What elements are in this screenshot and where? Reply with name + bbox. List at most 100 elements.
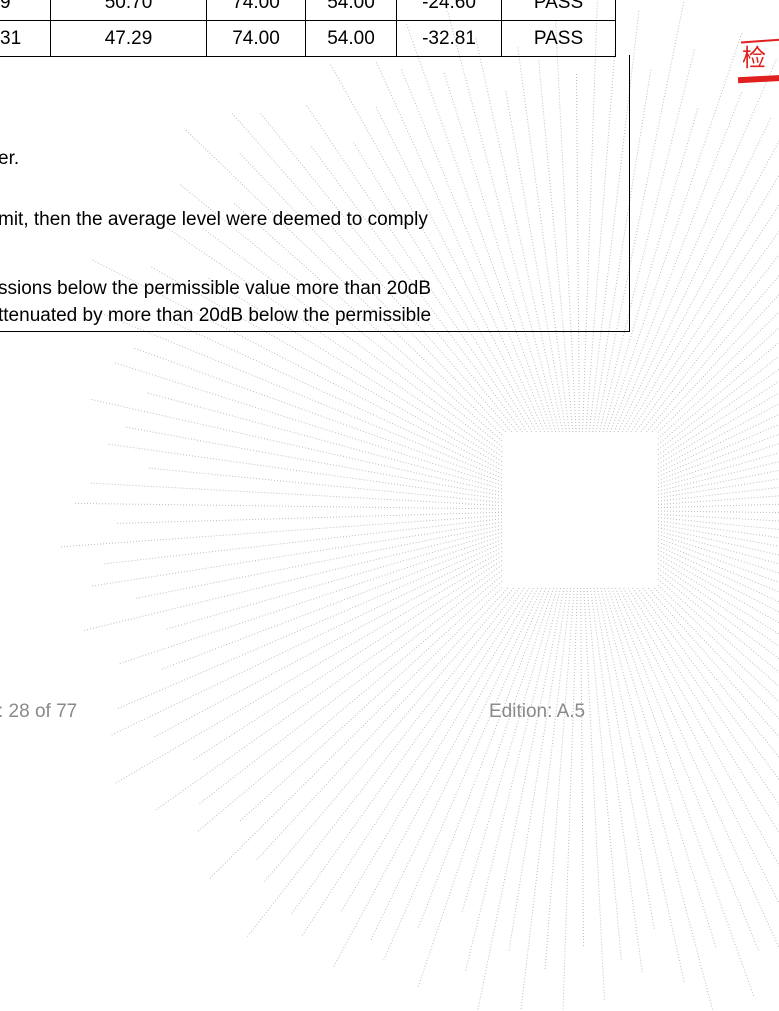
watermark-ray (310, 146, 523, 433)
watermark-ray (657, 478, 779, 499)
watermark-ray (596, 587, 685, 982)
watermark-ray (615, 587, 779, 949)
watermark-ray (475, 38, 564, 433)
stamp-bar-bottom (737, 74, 779, 84)
watermark-ray (657, 537, 779, 583)
watermark-ray (657, 520, 779, 539)
table-cell-peak-limit: 74.00 (206, 0, 306, 21)
watermark-ray (461, 587, 558, 914)
watermark-ray (657, 567, 779, 660)
watermark-ray (657, 513, 779, 522)
watermark-ray (657, 510, 779, 514)
watermark-ray (258, 111, 518, 433)
watermark-ray (417, 587, 551, 929)
watermark-ray (657, 433, 779, 481)
watermark-ray (657, 517, 779, 530)
watermark-ray (593, 587, 655, 930)
watermark-ray (657, 562, 779, 647)
watermark-ray (654, 587, 779, 720)
watermark-ray (90, 482, 503, 507)
watermark-ray (332, 587, 539, 969)
watermark-ray (239, 153, 506, 433)
watermark-ray (464, 587, 562, 972)
watermark-ray (400, 68, 549, 433)
watermark-ray (208, 587, 503, 880)
table-cell-result: PASS (501, 20, 616, 57)
watermark-ray (657, 545, 779, 603)
watermark-ray (116, 511, 503, 524)
watermark-ray (637, 587, 779, 781)
watermark-ray (607, 587, 754, 996)
watermark-ray (238, 581, 503, 823)
watermark-ray (166, 531, 503, 630)
watermark-ray (246, 587, 520, 938)
watermark-ray (602, 106, 699, 433)
watermark-ray (132, 347, 503, 483)
watermark-ray (255, 587, 509, 862)
watermark-ray (606, 33, 743, 433)
watermark-ray (580, 587, 584, 947)
watermark-ray (370, 587, 543, 940)
watermark-ray (586, 587, 622, 960)
watermark-ray (657, 578, 779, 687)
watermark-ray (340, 587, 535, 912)
edition-label: Edition: A.5 (489, 701, 586, 722)
watermark-ray (538, 60, 574, 433)
watermark-ray (103, 518, 503, 565)
watermark-ray (192, 559, 503, 761)
watermark-ray (206, 276, 503, 462)
note-line-4: ttenuated by more than 20dB below the pe… (0, 305, 432, 326)
table-cell-level: 50.70 (50, 0, 207, 21)
watermark-ray (158, 315, 503, 475)
watermark-ray (657, 573, 779, 673)
watermark-ray (197, 575, 503, 833)
note-line-1: er. (0, 148, 20, 169)
watermark-ray (520, 587, 572, 1011)
watermark-ray (657, 503, 779, 509)
watermark-ray (374, 105, 541, 433)
watermark-ray (609, 91, 743, 433)
watermark-ray (657, 487, 779, 502)
watermark-ray (262, 587, 515, 884)
watermark-ray (300, 587, 530, 938)
watermark-ray (619, 587, 779, 905)
watermark-ray (583, 587, 605, 1002)
results-table: 9 50.70 74.00 54.00 -24.60 PASS 31 47.29… (0, 0, 616, 57)
watermark-ray (627, 587, 779, 834)
watermark-ray (375, 61, 545, 433)
watermark-ray (161, 539, 503, 670)
note-line-3: ssions below the permissible value more … (0, 278, 432, 299)
note-line-2: mit, then the average level were deemed … (0, 209, 428, 230)
watermark-ray (505, 90, 567, 433)
watermark-ray (147, 392, 503, 490)
page-number: : 28 of 77 (0, 701, 78, 722)
watermark-ray (109, 547, 503, 737)
watermark-ray (150, 266, 503, 467)
watermark-ray (595, 0, 685, 433)
watermark-ray (625, 174, 779, 433)
watermark-ray (657, 461, 779, 492)
watermark-ray (632, 587, 779, 806)
watermark-ray (635, 230, 779, 433)
watermark-ray (555, 18, 577, 433)
table-cell-level: 47.29 (50, 20, 207, 57)
watermark-ray (74, 502, 503, 510)
watermark-ray (115, 543, 503, 710)
table-cell-margin: -24.60 (396, 0, 502, 21)
watermark-ray (126, 426, 503, 497)
table-cell-peak-limit: 74.00 (206, 20, 306, 57)
watermark-ray (198, 569, 503, 805)
watermark-ray (657, 311, 779, 433)
watermark-ray (588, 9, 640, 433)
watermark-ray (657, 380, 779, 461)
table-cell-freq: 9 (0, 0, 51, 21)
watermark-ray (657, 327, 779, 439)
watermark-ray (640, 253, 779, 433)
notes-box: er. mit, then the average level were dee… (0, 55, 630, 332)
watermark-ray (83, 528, 503, 632)
watermark-ray (61, 515, 503, 548)
watermark-ray (406, 24, 553, 433)
watermark-ray (290, 587, 525, 916)
watermark-ray (113, 555, 503, 785)
